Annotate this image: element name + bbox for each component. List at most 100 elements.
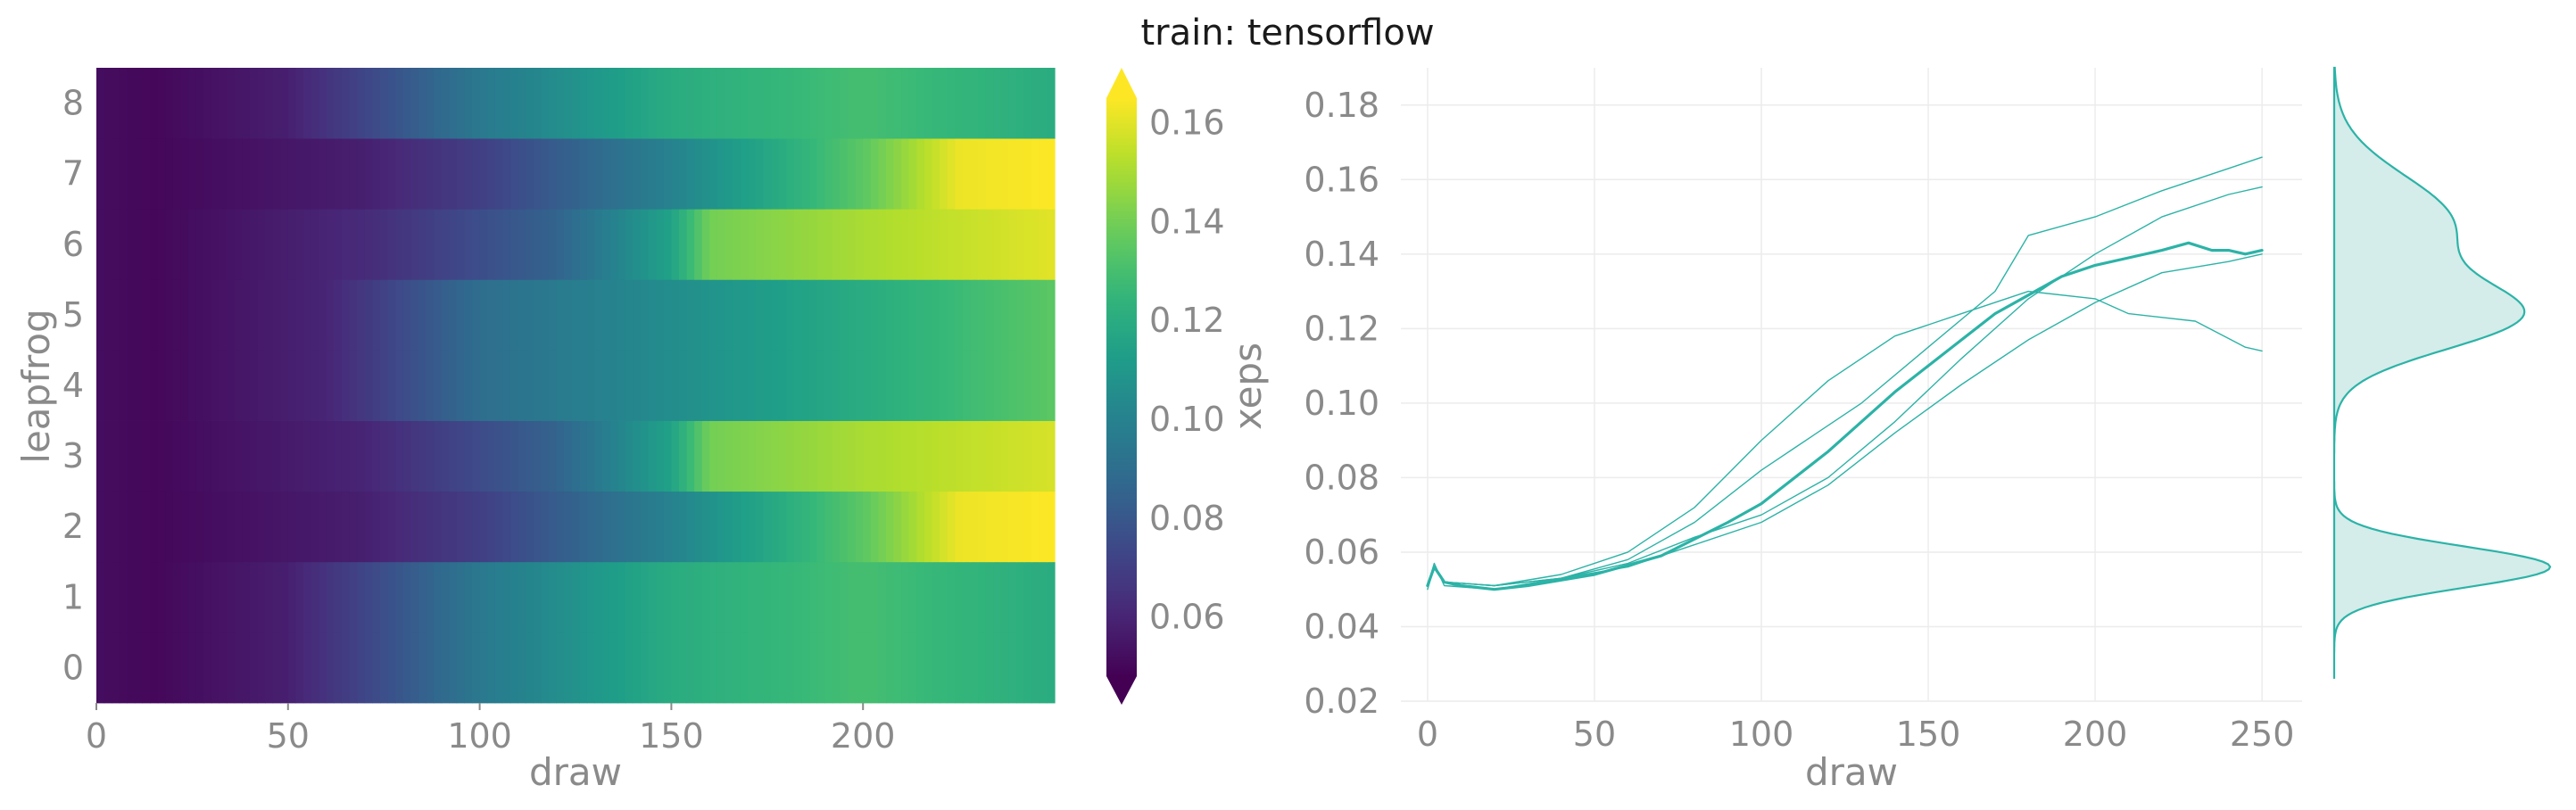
heatmap-cell bbox=[863, 68, 872, 139]
heatmap-cell bbox=[556, 279, 565, 351]
colorbar-tick-label: 0.12 bbox=[1149, 301, 1225, 340]
heatmap-cell bbox=[188, 279, 197, 351]
heatmap-cell bbox=[709, 279, 718, 351]
heatmap-cell bbox=[663, 491, 672, 563]
heatmap-cell bbox=[387, 561, 396, 633]
heatmap-cell bbox=[985, 561, 994, 633]
heatmap-cell bbox=[686, 350, 695, 421]
heatmap-cell bbox=[586, 279, 596, 351]
heatmap-cell bbox=[571, 138, 580, 210]
heatmap-cell bbox=[878, 279, 887, 351]
heatmap-cell bbox=[242, 420, 251, 492]
heatmap-cell bbox=[195, 420, 204, 492]
heatmap-cell bbox=[272, 68, 281, 139]
heatmap-cell bbox=[548, 491, 558, 563]
heatmap-cell bbox=[119, 491, 128, 563]
heatmap-cell bbox=[464, 350, 473, 421]
heatmap-cell bbox=[518, 279, 526, 351]
heatmap-cell bbox=[134, 350, 144, 421]
heatmap-cell bbox=[418, 68, 427, 139]
heatmap-cell bbox=[441, 561, 450, 633]
heatmap-cell bbox=[494, 138, 503, 210]
heatmap-cell bbox=[112, 209, 120, 280]
heatmap-cell bbox=[893, 632, 902, 704]
heatmap-cell bbox=[993, 491, 1002, 563]
heatmap-cell bbox=[487, 632, 496, 704]
heatmap-cell bbox=[242, 138, 251, 210]
heatmap-cell bbox=[908, 561, 917, 633]
heatmap-cell bbox=[740, 209, 749, 280]
heatmap-cell bbox=[932, 561, 940, 633]
heatmap-cell bbox=[249, 209, 259, 280]
heatmap-cell bbox=[295, 561, 304, 633]
heatmap-cell bbox=[648, 209, 657, 280]
heatmap-cell bbox=[319, 138, 327, 210]
heatmap-cell bbox=[716, 68, 726, 139]
heatmap-cell bbox=[112, 491, 120, 563]
heatmap-cell bbox=[410, 561, 419, 633]
heatmap-cell bbox=[509, 68, 519, 139]
heatmap-cell bbox=[456, 420, 466, 492]
heatmap-cell bbox=[280, 561, 289, 633]
heatmap-cell bbox=[127, 279, 136, 351]
heatmap-cell bbox=[172, 561, 182, 633]
heatmap-cell bbox=[464, 138, 473, 210]
heatmap-cell bbox=[418, 420, 427, 492]
heatmap-cell bbox=[609, 209, 618, 280]
heatmap-cell bbox=[287, 561, 296, 633]
heatmap-cell bbox=[571, 632, 580, 704]
heatmap-cell bbox=[533, 561, 542, 633]
heatmap-cell bbox=[180, 491, 189, 563]
heatmap-cell bbox=[571, 420, 580, 492]
heatmap-cell bbox=[142, 491, 151, 563]
heatmap-cell bbox=[112, 632, 120, 704]
heatmap-cell bbox=[1039, 209, 1048, 280]
heatmap-cell bbox=[249, 279, 259, 351]
heatmap-cell bbox=[410, 420, 419, 492]
heatmap-cell bbox=[863, 632, 872, 704]
heatmap-cell bbox=[908, 68, 917, 139]
heatmap-cell bbox=[594, 420, 603, 492]
heatmap-cell bbox=[740, 420, 749, 492]
heatmap-cell bbox=[686, 561, 695, 633]
heatmap-cell bbox=[771, 279, 780, 351]
heatmap-cell bbox=[755, 491, 765, 563]
heatmap-cell bbox=[716, 350, 726, 421]
heatmap-cell bbox=[1047, 209, 1056, 280]
heatmap-cell bbox=[962, 420, 972, 492]
heatmap-cell bbox=[526, 491, 534, 563]
heatmap-cell bbox=[1008, 279, 1017, 351]
heatmap-cell bbox=[617, 350, 626, 421]
heatmap-cell bbox=[633, 561, 642, 633]
heatmap-cell bbox=[617, 420, 626, 492]
heatmap-cell bbox=[319, 350, 327, 421]
heatmap-cell bbox=[349, 279, 358, 351]
heatmap-cell bbox=[464, 209, 473, 280]
heatmap-cell bbox=[778, 68, 787, 139]
trace-y-tick-label: 0.14 bbox=[1304, 235, 1379, 274]
heatmap-cell bbox=[617, 68, 626, 139]
heatmap-cell bbox=[188, 561, 197, 633]
heatmap-cell bbox=[1031, 209, 1040, 280]
heatmap-cell bbox=[142, 420, 151, 492]
heatmap-cell bbox=[349, 138, 358, 210]
heatmap-cell bbox=[648, 561, 657, 633]
heatmap-cell bbox=[487, 491, 496, 563]
heatmap-cell bbox=[771, 420, 780, 492]
heatmap-cell bbox=[940, 350, 948, 421]
heatmap-cell bbox=[832, 209, 841, 280]
heatmap-cell bbox=[364, 68, 373, 139]
heatmap-cell bbox=[740, 138, 749, 210]
heatmap-cell bbox=[518, 420, 526, 492]
heatmap-cell bbox=[893, 209, 902, 280]
heatmap-cell bbox=[824, 279, 833, 351]
heatmap-cell bbox=[280, 491, 289, 563]
heatmap-cell bbox=[947, 138, 956, 210]
heatmap-cell bbox=[602, 279, 611, 351]
heatmap-cell bbox=[341, 561, 351, 633]
heatmap-cell bbox=[165, 279, 174, 351]
heatmap-cell bbox=[955, 420, 964, 492]
heatmap-cell bbox=[863, 350, 872, 421]
heatmap-cell bbox=[372, 279, 381, 351]
heatmap-cell bbox=[418, 209, 427, 280]
